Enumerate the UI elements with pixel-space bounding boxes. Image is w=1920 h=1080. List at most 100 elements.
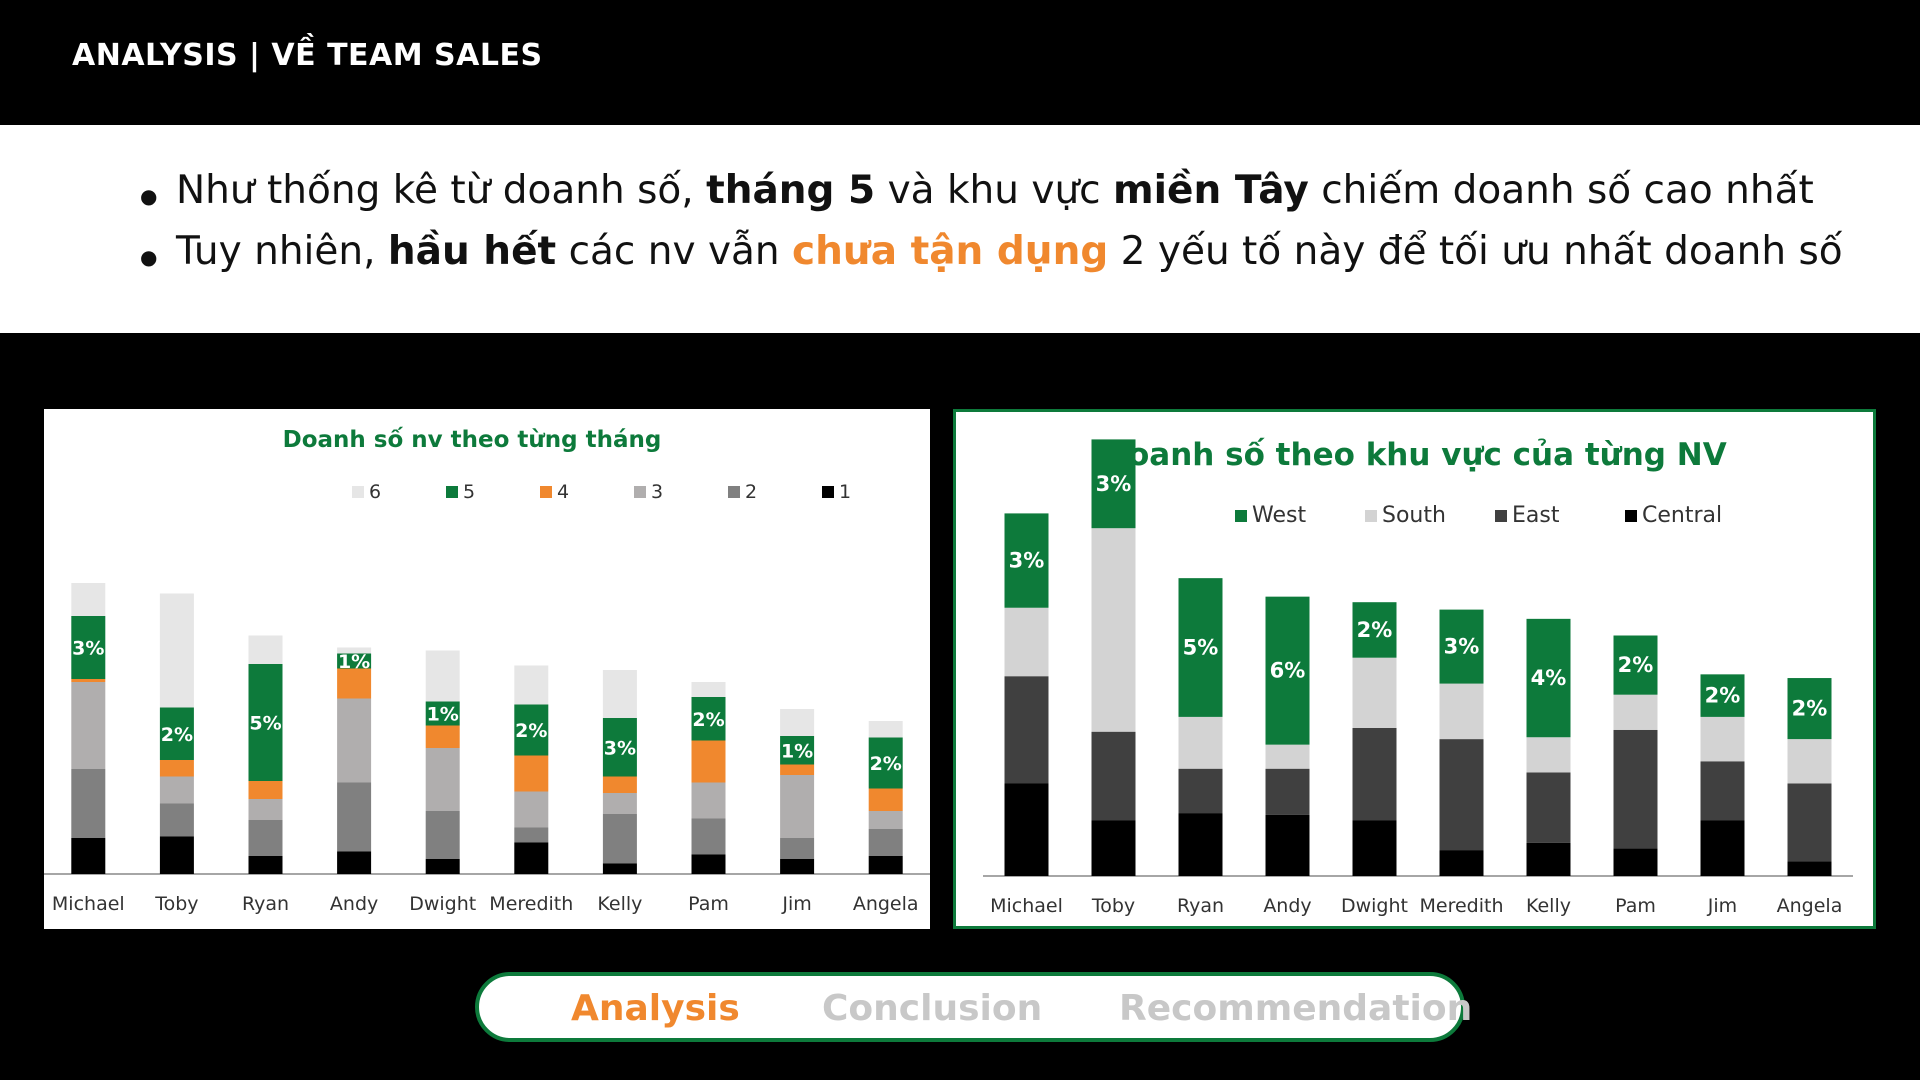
bar-segment-jim-west xyxy=(1700,674,1745,717)
bar-segment-pam-south xyxy=(1613,694,1658,730)
bar-segment-ryan-4 xyxy=(248,781,283,799)
x-tick-label: Kelly xyxy=(1526,895,1571,917)
legend-label: 3 xyxy=(651,481,663,503)
bar-segment-meredith-2 xyxy=(514,827,549,843)
bullet-text: Như thống kê từ doanh số, xyxy=(176,168,707,213)
bar-segment-pam-5 xyxy=(691,697,726,741)
legend-swatch xyxy=(728,486,740,498)
bullet-text: các nv vẫn xyxy=(556,229,793,274)
bar-segment-dwight-5 xyxy=(425,701,460,726)
data-label: 6% xyxy=(1270,659,1306,683)
data-label: 2% xyxy=(515,720,547,742)
bar-segment-dwight-east xyxy=(1352,728,1397,821)
legend-swatch xyxy=(822,486,834,498)
regional-sales-chart-svg: Doanh số theo khu vực của từng NV West Sou… xyxy=(953,409,1876,929)
bar-segment-andy-south xyxy=(1265,744,1310,769)
chart-title: Doanh số nv theo từng tháng xyxy=(283,426,662,453)
bar-segment-toby-6 xyxy=(159,593,194,708)
bar-segment-angela-4 xyxy=(868,788,903,811)
x-tick-label: Angela xyxy=(853,893,919,915)
bar-segment-ryan-west xyxy=(1178,578,1223,717)
x-tick-label: Andy xyxy=(330,893,378,915)
bar-segment-ryan-3 xyxy=(248,799,283,820)
bullet-text: chiếm doanh số cao nhất xyxy=(1308,168,1814,213)
chart-border xyxy=(953,409,1876,929)
x-tick-label: Ryan xyxy=(1177,895,1224,917)
bar-segment-ryan-6 xyxy=(248,635,283,664)
bar-segment-kelly-4 xyxy=(602,776,637,793)
legend-swatch xyxy=(1495,510,1507,522)
x-tick-label: Michael xyxy=(52,893,125,915)
bar-segment-andy-5 xyxy=(337,653,372,669)
bar-segment-angela-central xyxy=(1787,861,1832,876)
bar-segment-dwight-central xyxy=(1352,820,1397,876)
bar-segment-pam-3 xyxy=(691,782,726,819)
bar-segment-jim-6 xyxy=(780,709,815,736)
data-label: 5% xyxy=(249,713,281,735)
bar-segment-toby-2 xyxy=(159,803,194,837)
data-label: 2% xyxy=(1792,697,1828,721)
data-label: 2% xyxy=(1357,618,1393,642)
bullet-item-1: Như thống kê từ doanh số, tháng 5 và khu… xyxy=(140,160,1843,227)
x-tick-label: Jim xyxy=(1707,895,1737,917)
bar-segment-andy-6 xyxy=(337,647,372,654)
bar-segment-andy-1 xyxy=(337,851,372,874)
data-label: 3% xyxy=(1444,635,1480,659)
bar-segment-andy-3 xyxy=(337,698,372,783)
bar-segment-pam-1 xyxy=(691,854,726,874)
bar-segment-dwight-south xyxy=(1352,657,1397,728)
bar-segment-pam-4 xyxy=(691,740,726,783)
monthly-sales-chart: Doanh số nv theo từng tháng 6 5 4 3 2 1 3% Micha… xyxy=(44,409,930,929)
tab-recommendation[interactable]: Recommendation xyxy=(1119,988,1473,1029)
bar-segment-dwight-west xyxy=(1352,602,1397,658)
tab-conclusion[interactable]: Conclusion xyxy=(822,988,1043,1029)
bar-segment-pam-west xyxy=(1613,635,1658,695)
bar-segment-meredith-4 xyxy=(514,755,549,792)
bar-segment-meredith-6 xyxy=(514,665,549,705)
legend-label: West xyxy=(1252,503,1306,528)
x-tick-label: Dwight xyxy=(409,893,476,915)
bar-segment-pam-6 xyxy=(691,682,726,697)
bullet-emphasis: tháng 5 xyxy=(706,168,876,213)
bar-segment-angela-2 xyxy=(868,829,903,856)
bar-segment-angela-5 xyxy=(868,737,903,789)
bar-segment-angela-west xyxy=(1787,678,1832,740)
legend-swatch xyxy=(352,486,364,498)
bar-segment-kelly-east xyxy=(1526,772,1571,843)
bar-segment-michael-5 xyxy=(71,616,106,679)
bar-segment-andy-2 xyxy=(337,782,372,852)
chart-title: Doanh số theo khu vực của từng NV xyxy=(1102,437,1726,473)
bullet-item-2: Tuy nhiên, hầu hết các nv vẫn chưa tận d… xyxy=(140,221,1843,288)
x-tick-label: Andy xyxy=(1263,895,1311,917)
bar-segment-ryan-central xyxy=(1178,813,1223,876)
bar-segment-jim-3 xyxy=(780,775,815,838)
bar-segment-ryan-east xyxy=(1178,768,1223,814)
legend-swatch xyxy=(1625,510,1637,522)
bar-segment-meredith-west xyxy=(1439,609,1484,684)
bullet-text: 2 yếu tố này để tối ưu nhất doanh số xyxy=(1108,229,1843,274)
bar-segment-meredith-3 xyxy=(514,791,549,828)
data-label: 3% xyxy=(1009,549,1045,573)
x-tick-label: Toby xyxy=(154,893,198,915)
data-label: 2% xyxy=(1705,684,1741,708)
bar-segment-toby-4 xyxy=(159,760,194,777)
regional-sales-chart: Doanh số theo khu vực của từng NV West Sou… xyxy=(953,409,1876,929)
bar-segment-kelly-central xyxy=(1526,842,1571,876)
bullet-emphasis: miền Tây xyxy=(1113,168,1309,213)
bar-segment-michael-6 xyxy=(71,583,106,616)
bar-segment-angela-south xyxy=(1787,739,1832,784)
page-title: ANALYSIS | VỀ TEAM SALES xyxy=(72,38,543,73)
bar-segment-jim-central xyxy=(1700,820,1745,876)
data-label: 2% xyxy=(161,724,193,746)
bar-segment-kelly-1 xyxy=(602,863,637,874)
tab-analysis[interactable]: Analysis xyxy=(571,988,740,1029)
bullet-highlight: chưa tận dụng xyxy=(792,229,1109,274)
x-tick-label: Toby xyxy=(1091,895,1135,917)
header-bar: ANALYSIS | VỀ TEAM SALES xyxy=(0,0,1920,125)
bar-segment-jim-2 xyxy=(780,838,815,859)
x-tick-label: Dwight xyxy=(1341,895,1408,917)
data-label: 4% xyxy=(1531,666,1567,690)
bar-segment-kelly-2 xyxy=(602,814,637,864)
bar-segment-michael-4 xyxy=(71,679,106,682)
bar-segment-toby-central xyxy=(1091,820,1136,876)
